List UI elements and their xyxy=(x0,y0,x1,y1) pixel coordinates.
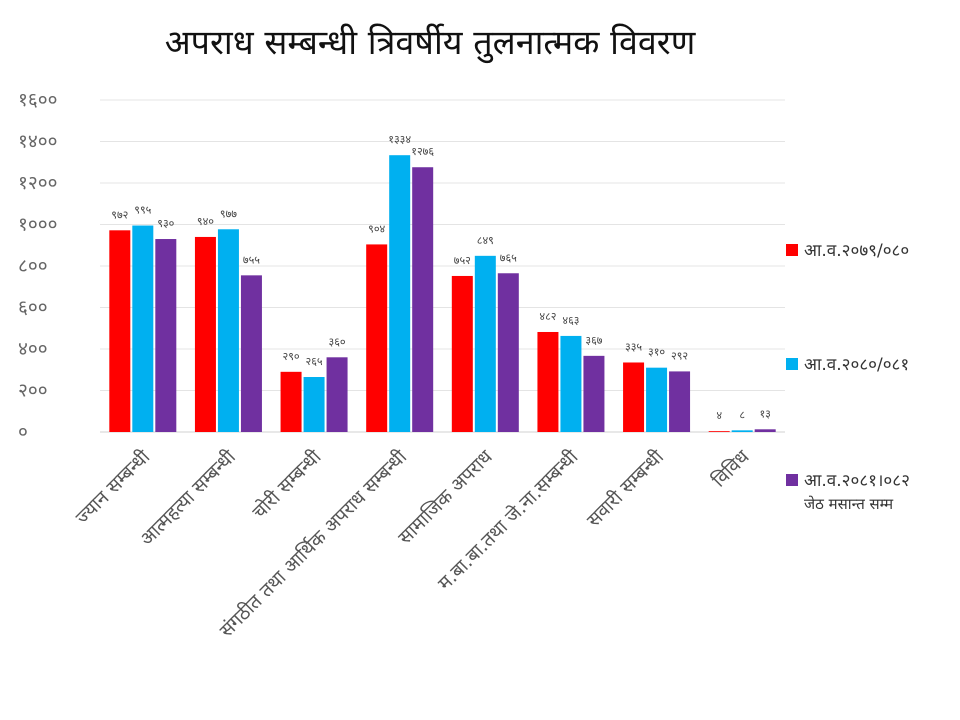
bar xyxy=(132,225,154,432)
data-label: ४८२ xyxy=(539,310,556,323)
legend-sublabel: जेठ मसान्त सम्म xyxy=(804,495,894,513)
data-label: २९२ xyxy=(671,349,688,362)
bar xyxy=(366,244,388,432)
bar xyxy=(646,367,668,432)
data-label: ९९५ xyxy=(134,204,151,217)
bar xyxy=(109,230,131,432)
bar xyxy=(303,377,325,432)
x-tick-label: चोरी सम्बन्धी xyxy=(247,445,326,524)
bar xyxy=(155,239,177,432)
data-label: २६५ xyxy=(305,355,322,368)
y-tick-label: १००० xyxy=(18,214,58,236)
y-tick-label: ८०० xyxy=(18,255,48,277)
y-tick-label: ० xyxy=(18,421,28,443)
bar xyxy=(497,273,519,432)
bar xyxy=(560,335,582,432)
x-tick-label: सवारी सम्बन्धी xyxy=(582,445,669,532)
data-label: ७६५ xyxy=(500,251,517,264)
bar xyxy=(754,429,776,432)
data-label: ४६३ xyxy=(562,314,579,327)
y-tick-label: १६०० xyxy=(18,89,58,111)
bar xyxy=(217,229,239,432)
bar xyxy=(389,155,411,432)
data-label: ३६० xyxy=(328,335,345,348)
data-label: ९०४ xyxy=(368,222,385,235)
y-tick-label: ४०० xyxy=(18,338,48,360)
bar xyxy=(474,255,496,432)
bar xyxy=(669,371,691,432)
legend-item-series-2: आ.व.२०८०/०८१ xyxy=(786,352,909,375)
data-label: ८४९ xyxy=(477,234,494,247)
data-label: ९७७ xyxy=(220,207,237,220)
x-tick-label: विविध xyxy=(707,445,754,492)
data-label: ३३५ xyxy=(625,340,642,353)
data-label: १३३४ xyxy=(388,133,411,146)
bar xyxy=(194,236,216,432)
legend-label: आ.व.२०८०/०८१ xyxy=(804,355,910,375)
y-tick-label: १४०० xyxy=(18,131,58,153)
data-label: २९० xyxy=(282,350,299,363)
x-tick-label: संगठीत तथा आर्थिक अपराध सम्बन्धी xyxy=(215,445,412,642)
y-tick-label: १२०० xyxy=(18,172,58,194)
data-label: ७५५ xyxy=(243,253,260,266)
bars xyxy=(109,155,776,433)
legend-item-series-1: आ.व.२०७९/०८० xyxy=(786,238,909,261)
legend-swatch xyxy=(786,243,798,256)
data-label: ७५२ xyxy=(454,254,471,267)
y-tick-label: २०० xyxy=(18,380,48,402)
bar xyxy=(280,371,302,432)
bar xyxy=(412,167,434,433)
legend-label: आ.व.२०८१।०८२ xyxy=(804,471,910,491)
data-label: ९४० xyxy=(197,215,214,228)
bar xyxy=(731,430,753,432)
bar xyxy=(583,355,605,432)
bar xyxy=(623,362,645,432)
bar xyxy=(708,431,730,432)
bar xyxy=(240,275,262,432)
y-tick-label: ६०० xyxy=(18,297,48,319)
data-label: ९७२ xyxy=(111,208,128,221)
data-label: ८ xyxy=(739,408,745,421)
data-label: ४ xyxy=(716,409,722,422)
legend-label: आ.व.२०७९/०८० xyxy=(804,241,910,261)
x-tick-label: ज्यान सम्बन्धी xyxy=(71,445,155,529)
chart-title: अपराध सम्बन्धी त्रिवर्षीय तुलनात्मक विवर… xyxy=(164,23,696,63)
bar xyxy=(451,275,473,432)
data-label: १२७६ xyxy=(411,145,434,158)
legend-item-series-3: आ.व.२०८१।०८२ जेठ मसान्त सम्म xyxy=(786,468,910,514)
bar xyxy=(326,357,348,432)
data-label: ९३० xyxy=(157,217,174,230)
x-axis-ticks: ज्यान सम्बन्धीआत्महत्या सम्बन्धी चोरी सम्… xyxy=(71,445,754,642)
legend-swatch xyxy=(786,357,798,370)
y-axis-ticks: ० २०० ४०० ६०० ८०० १००० १२०० १४०० १६०० xyxy=(18,89,58,443)
data-label: ३६७ xyxy=(585,334,602,347)
data-label: ३१० xyxy=(648,346,665,359)
data-label: १३ xyxy=(759,407,770,420)
x-tick-label: म.बा.बा.तथा जे.ना.सम्बन्धी xyxy=(433,445,583,595)
legend-swatch xyxy=(786,473,798,486)
bar xyxy=(537,331,559,432)
